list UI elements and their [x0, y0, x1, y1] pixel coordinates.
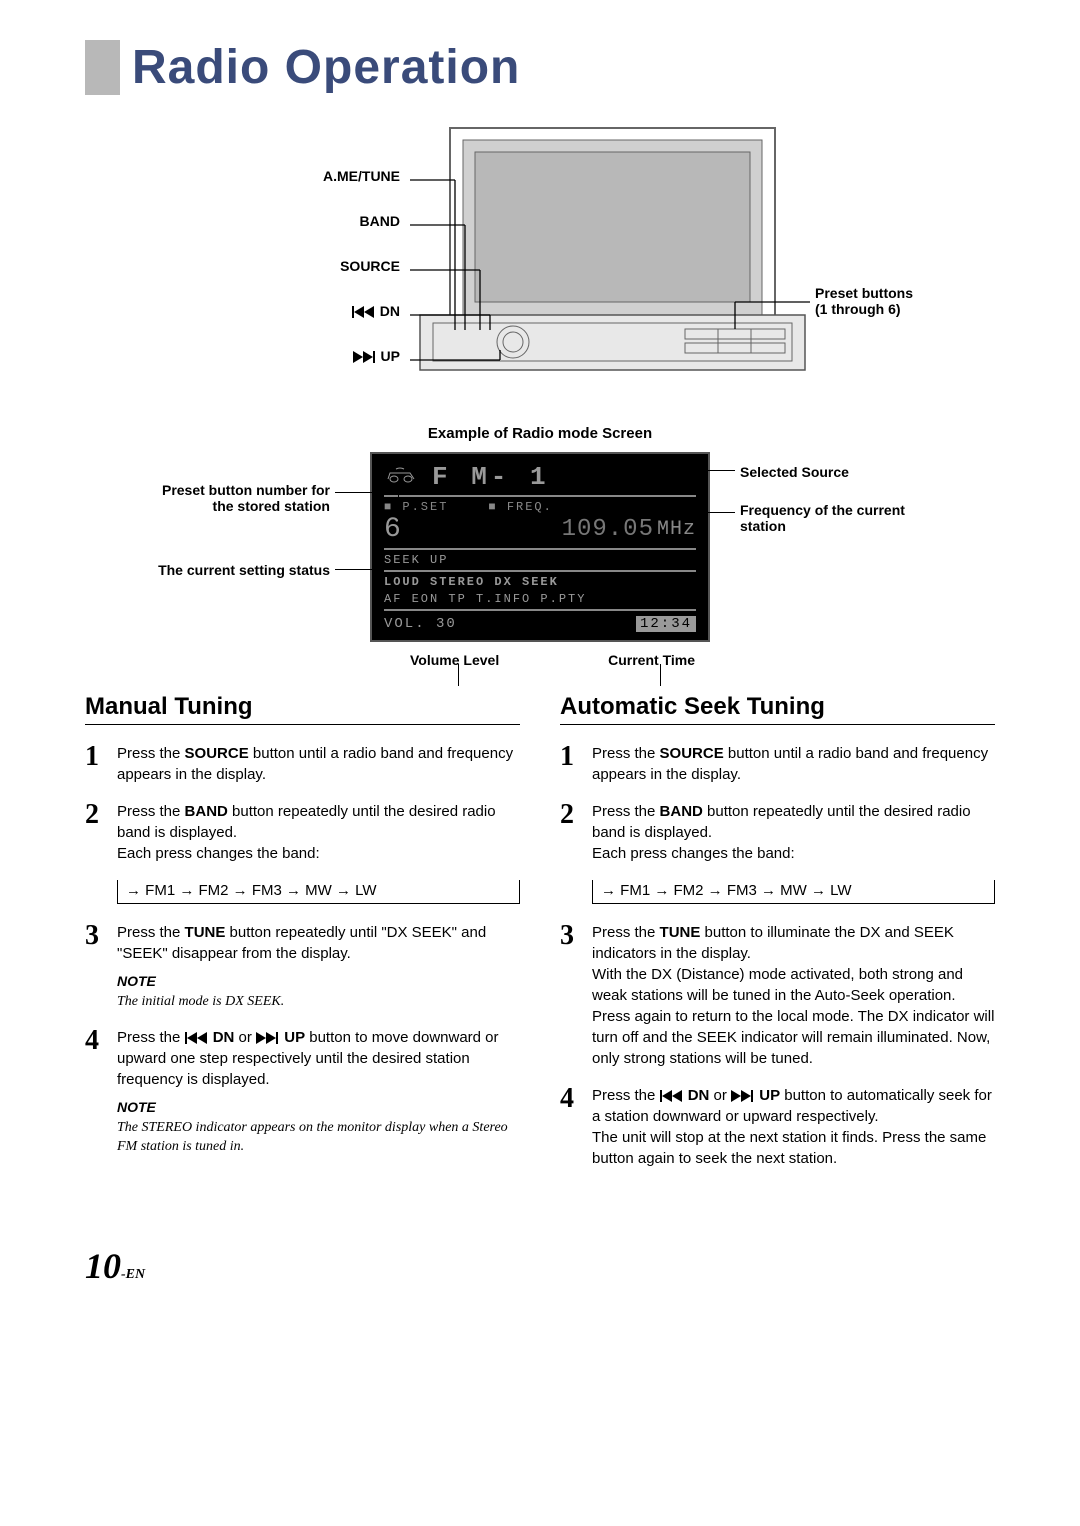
screen-freq-value: 109.05	[562, 516, 654, 543]
auto-tuning-section: Automatic Seek Tuning 1 Press the SOURCE…	[560, 693, 995, 1185]
note-text: The STEREO indicator appears on the moni…	[117, 1118, 520, 1157]
callout-volume: Volume Level	[410, 652, 499, 668]
label-ame-tune: A.ME/TUNE	[85, 168, 400, 184]
auto-tuning-title: Automatic Seek Tuning	[560, 693, 995, 725]
radio-screen: F M- 1 ■ P.SET ■ FREQ. 6 109.05 MHz SEEK…	[370, 452, 710, 642]
step-number: 1	[560, 743, 592, 785]
device-illustration	[85, 120, 995, 380]
callout-setting-status: The current setting status	[130, 562, 330, 578]
step-number: 1	[85, 743, 117, 785]
example-screen-title: Example of Radio mode Screen	[85, 425, 995, 442]
label-up: UP	[85, 348, 400, 364]
step-text: Press the TUNE button to illuminate the …	[592, 922, 995, 1069]
note-label: NOTE	[117, 972, 520, 992]
screen-time: 12:34	[636, 616, 696, 632]
step-text: Press the BAND button repeatedly until t…	[117, 801, 520, 864]
label-dn: DN	[85, 303, 400, 319]
step-number: 4	[85, 1027, 117, 1157]
step-text: Press the SOURCE button until a radio ba…	[592, 743, 995, 785]
callout-frequency: Frequency of the current station	[740, 502, 940, 534]
screen-pset-label: P.SET	[402, 500, 448, 514]
device-diagram-area: A.ME/TUNE BAND SOURCE DN UP Preset butto…	[85, 120, 995, 385]
step-number: 4	[560, 1085, 592, 1169]
band-cycle-box: → FM1 → FM2 → FM3 → MW → LW	[592, 880, 995, 904]
band-cycle-box: → FM1 → FM2 → FM3 → MW → LW	[117, 880, 520, 904]
screen-freq-label: FREQ.	[507, 500, 553, 514]
note-label: NOTE	[117, 1098, 520, 1118]
step-number: 3	[560, 922, 592, 1069]
screen-indicators-1: LOUD STEREO DX SEEK	[384, 575, 696, 589]
callout-selected-source: Selected Source	[740, 464, 920, 480]
step-text: Press the SOURCE button until a radio ba…	[117, 743, 520, 785]
car-icon	[384, 467, 416, 487]
screen-volume: VOL. 30	[384, 616, 457, 632]
screen-callout-area: Preset button number for the stored stat…	[140, 452, 940, 668]
label-source: SOURCE	[85, 258, 400, 274]
screen-seek-label: SEEK UP	[384, 553, 696, 567]
label-band: BAND	[85, 213, 400, 229]
screen-source: F M- 1	[432, 462, 550, 492]
step-text: Press the DN or UP button to move downwa…	[117, 1027, 520, 1157]
manual-tuning-title: Manual Tuning	[85, 693, 520, 725]
page-title: Radio Operation	[85, 40, 995, 95]
step-number: 2	[560, 801, 592, 864]
note-text: The initial mode is DX SEEK.	[117, 992, 520, 1012]
step-text: Press the TUNE button repeatedly until "…	[117, 922, 520, 1011]
step-number: 3	[85, 922, 117, 1011]
page-number: 10-EN	[85, 1245, 995, 1287]
step-text: Press the DN or UP button to automatical…	[592, 1085, 995, 1169]
screen-freq-unit: MHz	[657, 518, 696, 541]
step-number: 2	[85, 801, 117, 864]
manual-tuning-section: Manual Tuning 1 Press the SOURCE button …	[85, 693, 520, 1185]
callout-time: Current Time	[608, 652, 695, 668]
step-text: Press the BAND button repeatedly until t…	[592, 801, 995, 864]
screen-indicators-2: AF EON TP T.INFO P.PTY	[384, 592, 696, 606]
label-preset-buttons: Preset buttons (1 through 6)	[815, 285, 995, 317]
callout-preset-num: Preset button number for the stored stat…	[140, 482, 330, 514]
